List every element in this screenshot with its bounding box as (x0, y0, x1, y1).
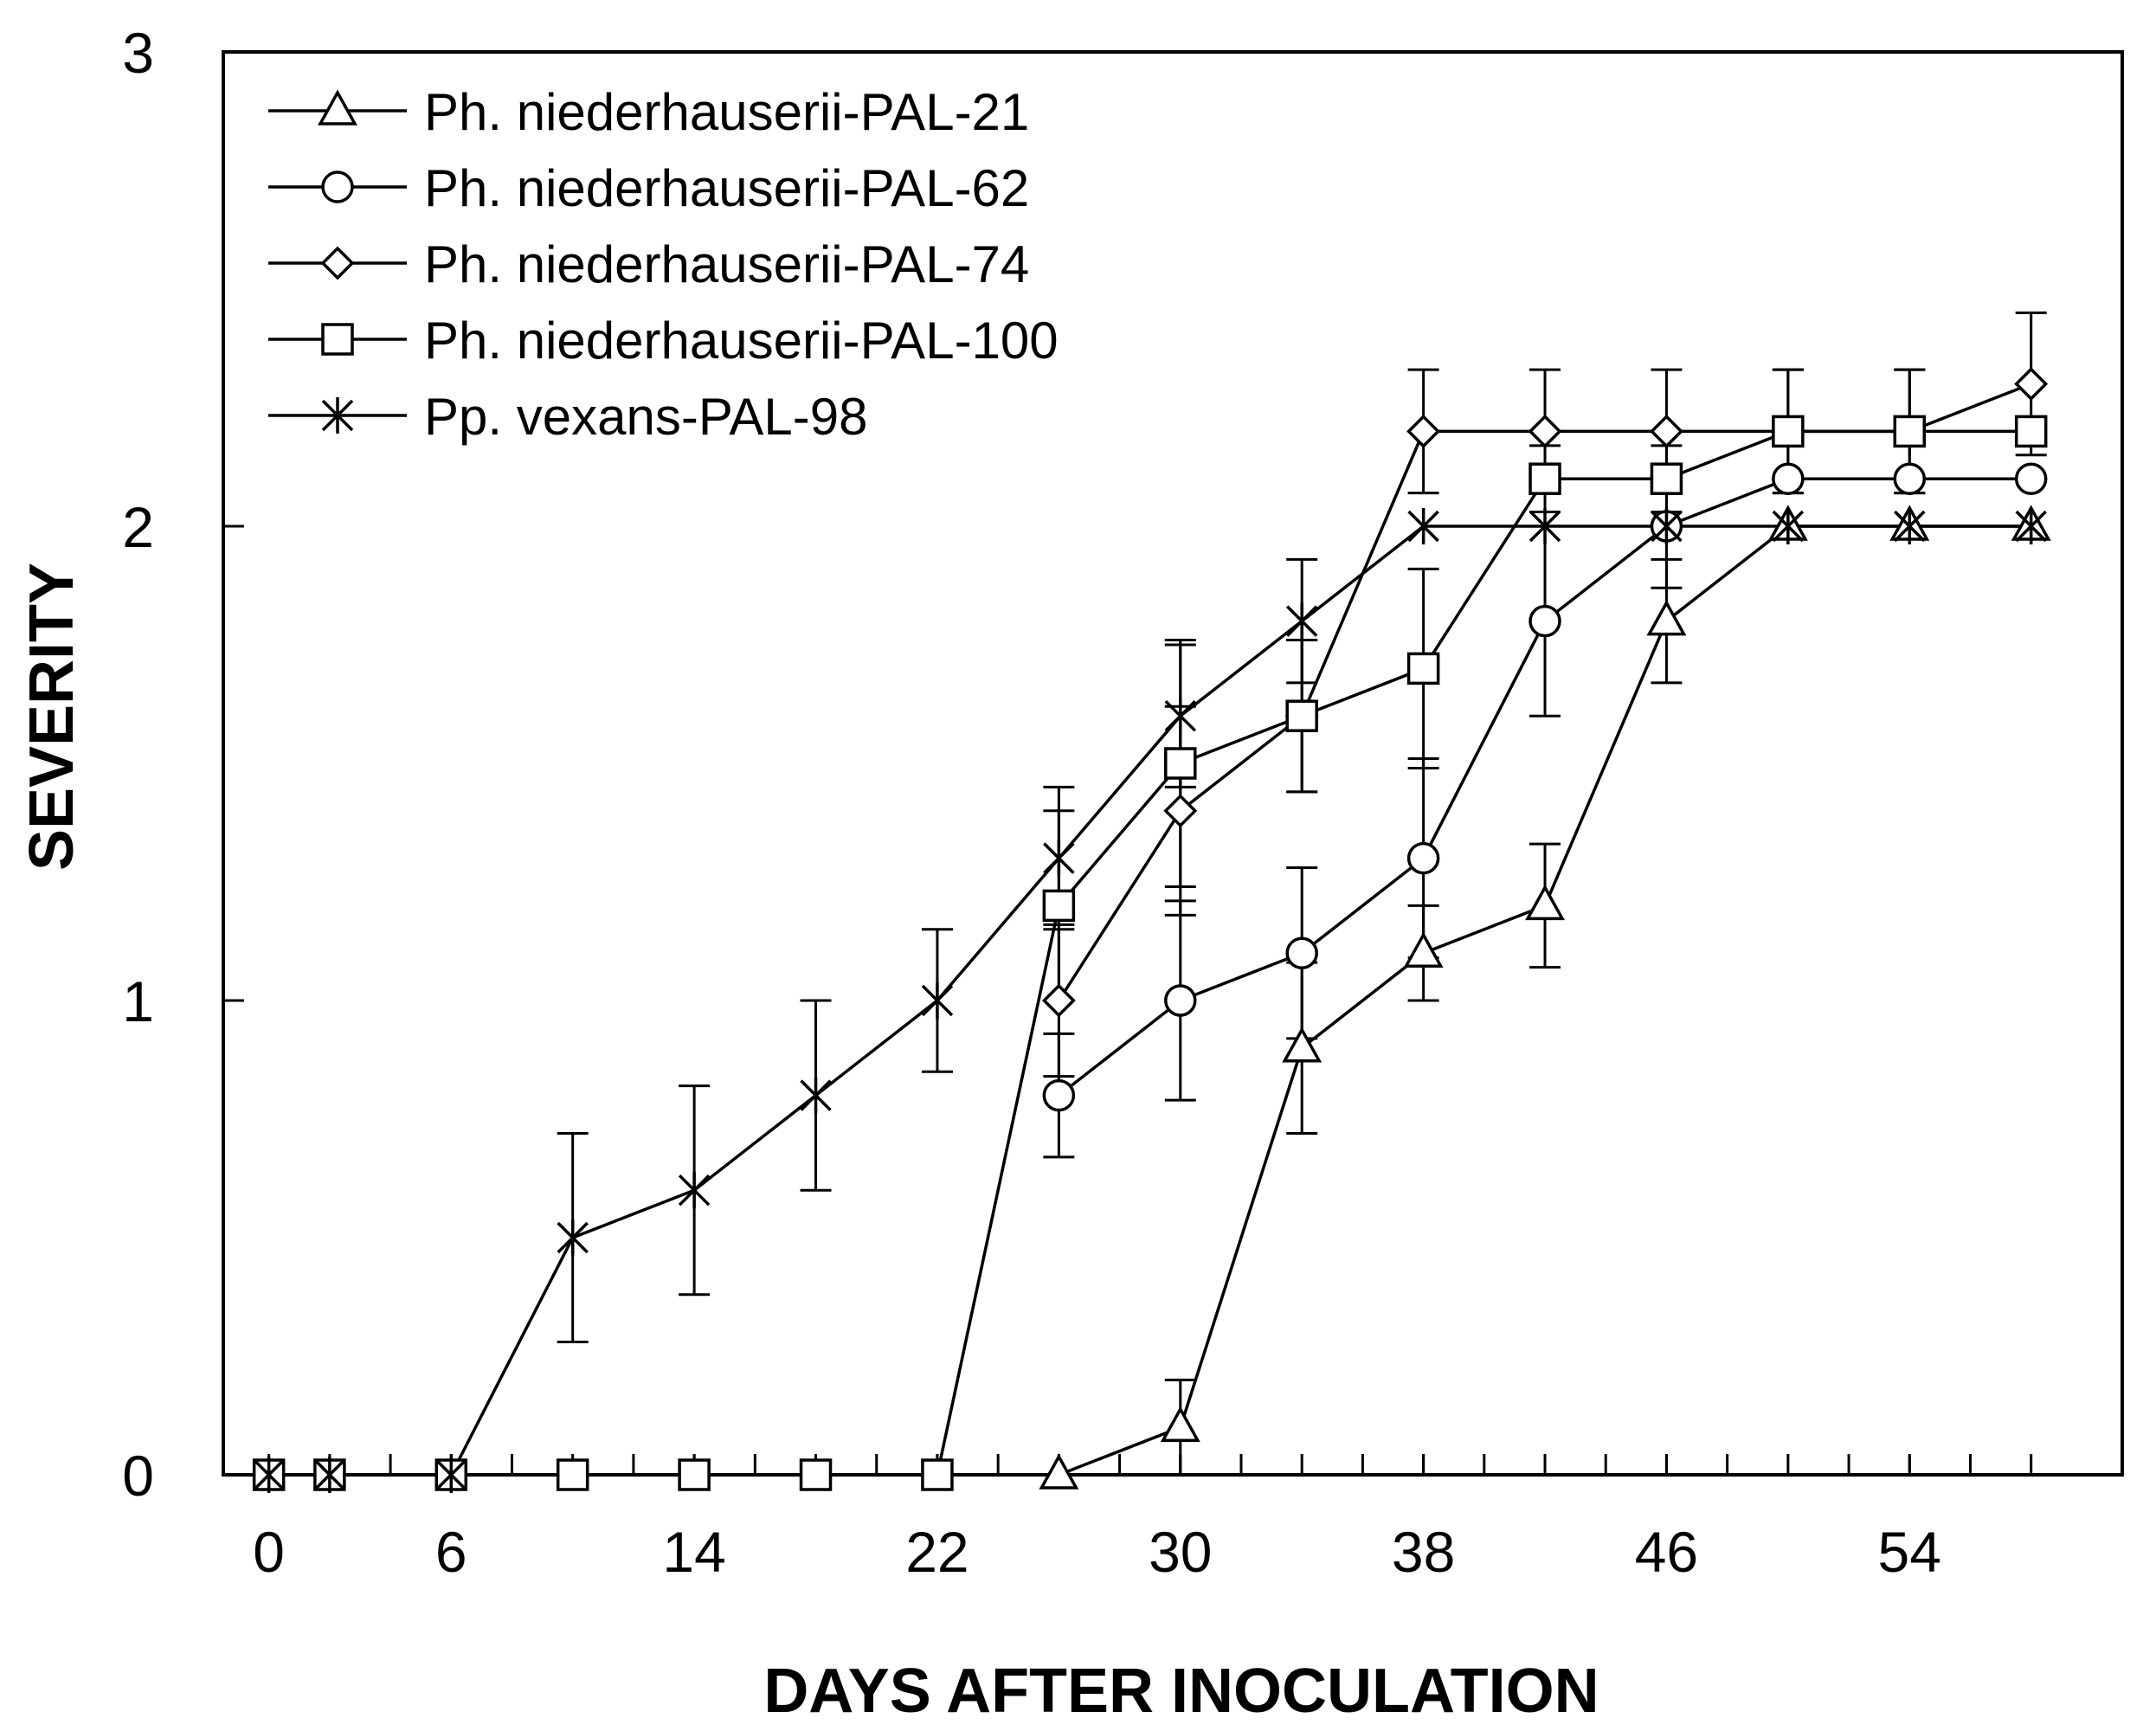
data-point-diamond (1406, 414, 1441, 448)
data-point-square (1529, 462, 1561, 495)
data-point-star (1894, 508, 1926, 544)
axis-ticks: 0 6 14 22 30 38 46 54 0 1 2 3 (122, 21, 2033, 1584)
x-axis-title: DAYS AFTER INOCULATION (763, 1657, 1599, 1726)
y-tick-label: 3 (122, 21, 154, 85)
data-point-square (1650, 462, 1683, 495)
x-tick-label: 14 (662, 1520, 725, 1584)
data-point-square (921, 1458, 954, 1491)
data-point-circle (1406, 841, 1440, 875)
legend-label: Ph. niederhauserii-PAL-100 (424, 312, 1059, 370)
x-tick-label: 0 (253, 1520, 285, 1584)
legend-marker-star (321, 397, 354, 434)
y-tick-label: 0 (122, 1444, 154, 1508)
data-point-circle (1772, 462, 1805, 495)
x-tick-label: 46 (1635, 1520, 1698, 1584)
data-point-star (557, 1219, 589, 1256)
data-point-circle (1042, 1078, 1076, 1112)
data-point-square (1164, 747, 1197, 780)
data-point-square (1042, 889, 1076, 923)
x-tick-label: 22 (905, 1520, 969, 1584)
data-point-diamond (2014, 367, 2049, 402)
x-tick-label: 6 (435, 1520, 467, 1584)
data-point-square (678, 1458, 711, 1491)
data-point-square (2014, 415, 2048, 448)
legend-marker-triangle (318, 89, 357, 125)
series-line-4 (268, 524, 2031, 1477)
data-point-square (799, 1458, 833, 1491)
legend-label: Ph. niederhauserii-PAL-62 (424, 159, 1029, 217)
data-point-square (1893, 415, 1927, 448)
data-point-diamond (1041, 983, 1076, 1018)
data-point-star (921, 982, 954, 1019)
y-axis-title: SEVERITY (17, 563, 87, 871)
series-line-3 (268, 429, 2031, 1477)
data-point-star (1407, 508, 1439, 544)
data-point-star (1164, 698, 1197, 735)
data-point-square (1772, 415, 1805, 448)
legend-label: Ph. niederhauserii-PAL-74 (424, 235, 1029, 293)
legend: Ph. niederhauserii-PAL-21 Ph. niederhause… (268, 83, 1059, 446)
legend-marker-circle (321, 171, 354, 203)
data-point-triangle (1646, 599, 1687, 636)
x-tick-label: 30 (1149, 1520, 1212, 1584)
data-point-star (435, 1457, 467, 1493)
data-point-triangle (1282, 1026, 1323, 1063)
data-point-star (678, 1172, 711, 1209)
legend-marker-diamond (320, 246, 355, 280)
data-point-triangle (1525, 884, 1565, 921)
x-tick-label: 38 (1392, 1520, 1455, 1584)
data-point-square (1406, 652, 1440, 685)
data-point-triangle (1160, 1406, 1200, 1442)
x-tick-label: 54 (1878, 1520, 1941, 1584)
data-point-triangle (1403, 931, 1444, 968)
legend-marker-square (321, 323, 354, 356)
data-point-star (253, 1457, 285, 1493)
data-point-star (313, 1457, 346, 1493)
y-tick-label: 1 (122, 969, 154, 1033)
data-point-triangle (1039, 1453, 1079, 1490)
data-point-star (1043, 840, 1075, 877)
data-point-circle (1285, 936, 1318, 969)
data-point-circle (1164, 984, 1197, 1017)
data-point-diamond (1163, 794, 1198, 828)
data-point-diamond (1649, 414, 1683, 448)
legend-label: Pp. vexans-PAL-98 (424, 388, 868, 446)
legend-label: Ph. niederhauserii-PAL-21 (424, 83, 1029, 141)
y-tick-label: 2 (122, 495, 154, 559)
data-point-star (1285, 602, 1318, 640)
data-point-star (800, 1077, 832, 1114)
data-point-star (2015, 508, 2047, 544)
series-markers (252, 367, 2051, 1493)
data-point-star (1529, 508, 1561, 544)
data-point-star (1651, 508, 1683, 544)
data-point-circle (1529, 604, 1561, 638)
error-bars (557, 311, 2047, 1477)
data-point-square (556, 1458, 589, 1491)
data-point-diamond (1528, 414, 1562, 448)
series-lines (268, 382, 2032, 1477)
data-point-square (1285, 699, 1318, 732)
data-point-circle (2014, 462, 2048, 495)
data-point-circle (1893, 462, 1927, 495)
data-point-star (1772, 508, 1805, 544)
